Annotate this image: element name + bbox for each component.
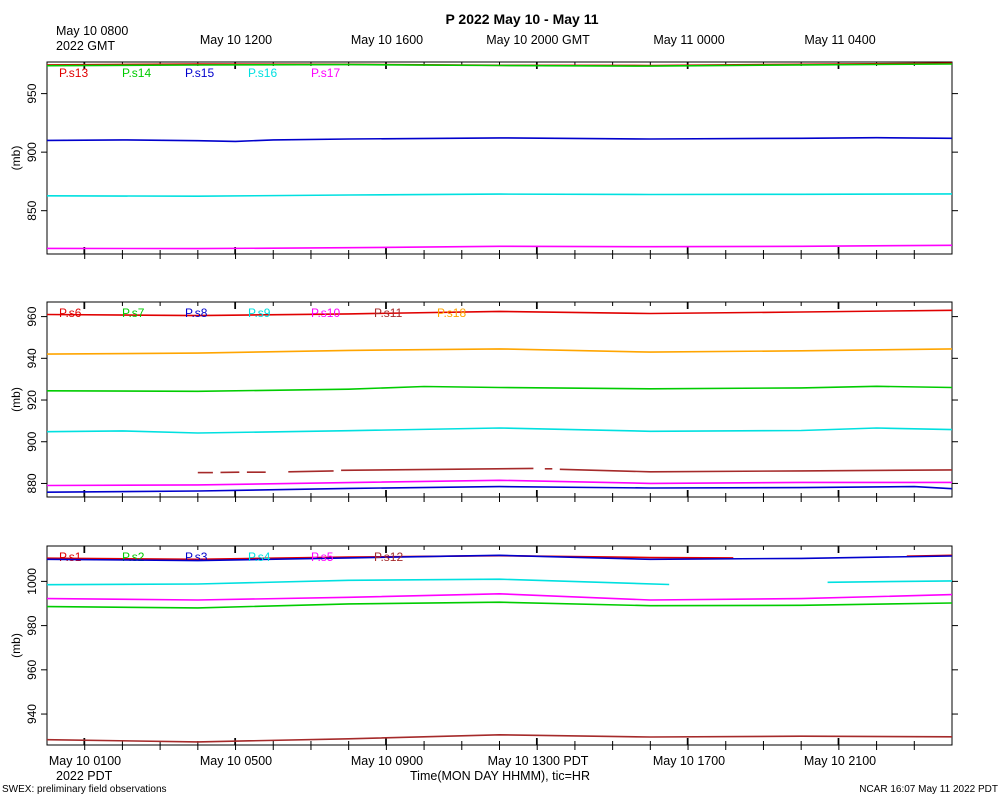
top-axis-labels: May 10 1200 May 10 1600 May 10 2000 GMT May… — [200, 33, 876, 47]
legend-entry: P.s6 — [59, 306, 82, 320]
series-P-s3 — [46, 554, 953, 562]
series-P-s2 — [46, 601, 953, 609]
bottom-axis-label: May 10 1300 PDT — [488, 754, 589, 768]
series-P-s9 — [46, 427, 953, 434]
bottom-axis-labels: May 10 0100 May 10 0500 May 10 0900 May 10 … — [49, 754, 876, 768]
series-line — [46, 479, 952, 487]
bottom-axis-label: May 10 1700 — [653, 754, 725, 768]
y-tick-label: 880 — [25, 473, 39, 493]
top-axis-label: May 11 0400 — [804, 33, 875, 47]
top-axis-label: May 10 1200 — [200, 33, 272, 47]
bottom-axis-label: May 10 0500 — [200, 754, 272, 768]
y-tick-label: 940 — [25, 348, 39, 368]
x-axis-title: Time(MON DAY HHMM), tic=HR — [410, 769, 590, 783]
series-P-s6 — [46, 309, 953, 317]
top-axis-first-label-line2: 2022 GMT — [56, 39, 115, 53]
series-P-s17 — [46, 244, 953, 250]
y-tick-label: 900 — [25, 142, 39, 162]
legend-entry: P.s4 — [248, 550, 271, 564]
y-tick-label: 960 — [25, 306, 39, 326]
legend-entry: P.s18 — [437, 306, 466, 320]
bottom-axis-year-label: 2022 PDT — [56, 769, 113, 783]
series-line — [46, 385, 953, 393]
y-axis-label: (mb) — [9, 387, 23, 412]
legend-entry: P.s9 — [248, 306, 271, 320]
legend-entry: P.s12 — [374, 550, 403, 564]
y-tick-label: 960 — [25, 659, 39, 679]
y-axis-label: (mb) — [9, 146, 23, 171]
series-P-s11 — [197, 467, 953, 474]
series-line — [46, 601, 953, 609]
top-axis-label: May 10 1600 — [351, 33, 423, 47]
series-line — [46, 485, 953, 493]
panel-1: 850 900 950 (mb) P.s13 P.s14 P.s15 P.s16 P.s17 — [9, 61, 958, 259]
series-P-s8 — [46, 485, 953, 493]
series-line — [46, 63, 953, 67]
series-line — [559, 468, 953, 473]
series-line — [46, 309, 953, 317]
series-P-s10 — [46, 479, 952, 487]
panel-2: 880 900 920 940 960 (mb) P.s6 P.s7 P.s8 P.s9 P.s10… — [9, 301, 958, 502]
y-axis-label: (mb) — [9, 633, 23, 658]
top-axis-label: May 11 0000 — [653, 33, 724, 47]
series-P-s12 — [46, 734, 953, 743]
series-line — [46, 554, 953, 562]
bottom-axis-label: May 10 2100 — [804, 754, 876, 768]
legend-entry: P.s13 — [59, 66, 88, 80]
legend-entry: P.s17 — [311, 66, 340, 80]
chart-panels: 850 900 950 (mb) P.s13 P.s14 P.s15 P.s16 P.s17 88… — [9, 61, 958, 750]
top-axis-first-label-line1: May 10 0800 — [56, 24, 128, 38]
chart-title: P 2022 May 10 - May 11 — [445, 11, 598, 27]
bottom-axis-label: May 10 0900 — [351, 754, 423, 768]
y-tick-label: 1000 — [25, 568, 39, 595]
legend-entry: P.s10 — [311, 306, 340, 320]
legend-entry: P.s5 — [311, 550, 334, 564]
series-P-s15 — [46, 136, 953, 143]
footer-right: NCAR 16:07 May 11 2022 PDT — [859, 784, 998, 795]
series-P-s7 — [46, 385, 953, 393]
legend-entry: P.s14 — [122, 66, 151, 80]
series-line — [46, 427, 953, 434]
y-tick-label: 900 — [25, 431, 39, 451]
legend-entry: P.s16 — [248, 66, 277, 80]
series-line — [46, 348, 953, 355]
y-tick-label: 920 — [25, 390, 39, 410]
series-P-s5 — [46, 593, 953, 601]
footer-left: SWEX: preliminary field observations — [2, 784, 167, 795]
panel-frame — [46, 301, 953, 498]
series-P-s18 — [46, 348, 953, 355]
series-line — [46, 244, 953, 250]
bottom-axis-label: May 10 0100 — [49, 754, 121, 768]
series-line — [827, 580, 953, 584]
y-tick-label: 850 — [25, 200, 39, 220]
series-line — [46, 193, 953, 197]
series-P-s4 — [46, 578, 953, 586]
series-line — [46, 136, 953, 143]
panel-frame — [46, 545, 953, 746]
legend-entry: P.s11 — [374, 306, 403, 320]
legend-entry: P.s2 — [122, 550, 145, 564]
y-tick-label: 950 — [25, 83, 39, 103]
series-line — [288, 470, 334, 473]
legend-entry: P.s15 — [185, 66, 214, 80]
series-P-s16 — [46, 193, 953, 197]
series-line — [341, 467, 534, 472]
series-line — [46, 734, 953, 743]
series-line — [46, 593, 953, 601]
legend-entry: P.s1 — [59, 550, 82, 564]
panel-frame — [46, 61, 953, 255]
panel-3: 940 960 980 1000 (mb) P.s1 P.s2 P.s3 P.s4 P.s5 P.s… — [9, 545, 958, 750]
series-P-s14 — [46, 63, 953, 67]
legend-entry: P.s3 — [185, 550, 208, 564]
series-line — [46, 578, 670, 586]
legend-entry: P.s8 — [185, 306, 208, 320]
y-tick-label: 940 — [25, 704, 39, 724]
legend-entry: P.s7 — [122, 306, 145, 320]
y-tick-label: 980 — [25, 615, 39, 635]
top-axis-label: May 10 2000 GMT — [486, 33, 590, 47]
